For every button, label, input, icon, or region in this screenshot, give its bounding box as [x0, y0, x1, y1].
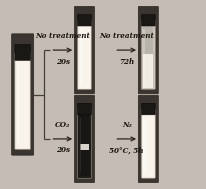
Bar — [80, 144, 89, 150]
FancyBboxPatch shape — [142, 103, 155, 115]
Bar — [143, 26, 153, 53]
FancyBboxPatch shape — [138, 6, 158, 94]
FancyBboxPatch shape — [78, 15, 91, 26]
Bar — [143, 29, 145, 84]
FancyBboxPatch shape — [141, 20, 155, 89]
Text: 20s: 20s — [56, 146, 70, 154]
Bar — [80, 29, 82, 84]
FancyBboxPatch shape — [74, 95, 94, 183]
Bar — [80, 118, 81, 173]
Bar — [143, 53, 153, 88]
Text: CO₂: CO₂ — [55, 121, 70, 129]
Text: No treatment: No treatment — [99, 32, 154, 40]
FancyBboxPatch shape — [141, 109, 155, 178]
FancyBboxPatch shape — [77, 20, 91, 89]
Text: 20s: 20s — [56, 58, 70, 66]
FancyBboxPatch shape — [15, 52, 30, 149]
FancyBboxPatch shape — [78, 103, 91, 115]
FancyBboxPatch shape — [79, 26, 90, 88]
Text: No treatment: No treatment — [35, 32, 90, 40]
FancyBboxPatch shape — [138, 95, 158, 183]
FancyBboxPatch shape — [77, 109, 91, 178]
Text: N₂: N₂ — [122, 121, 132, 129]
FancyBboxPatch shape — [142, 15, 155, 26]
Bar — [80, 115, 89, 176]
FancyBboxPatch shape — [12, 34, 34, 155]
FancyBboxPatch shape — [16, 60, 29, 148]
FancyBboxPatch shape — [74, 6, 94, 94]
FancyBboxPatch shape — [143, 115, 154, 177]
FancyBboxPatch shape — [15, 45, 30, 60]
Bar — [143, 118, 145, 173]
Bar — [17, 65, 19, 143]
Text: 50°C, 5h: 50°C, 5h — [109, 146, 144, 154]
Text: 72h: 72h — [119, 58, 134, 66]
